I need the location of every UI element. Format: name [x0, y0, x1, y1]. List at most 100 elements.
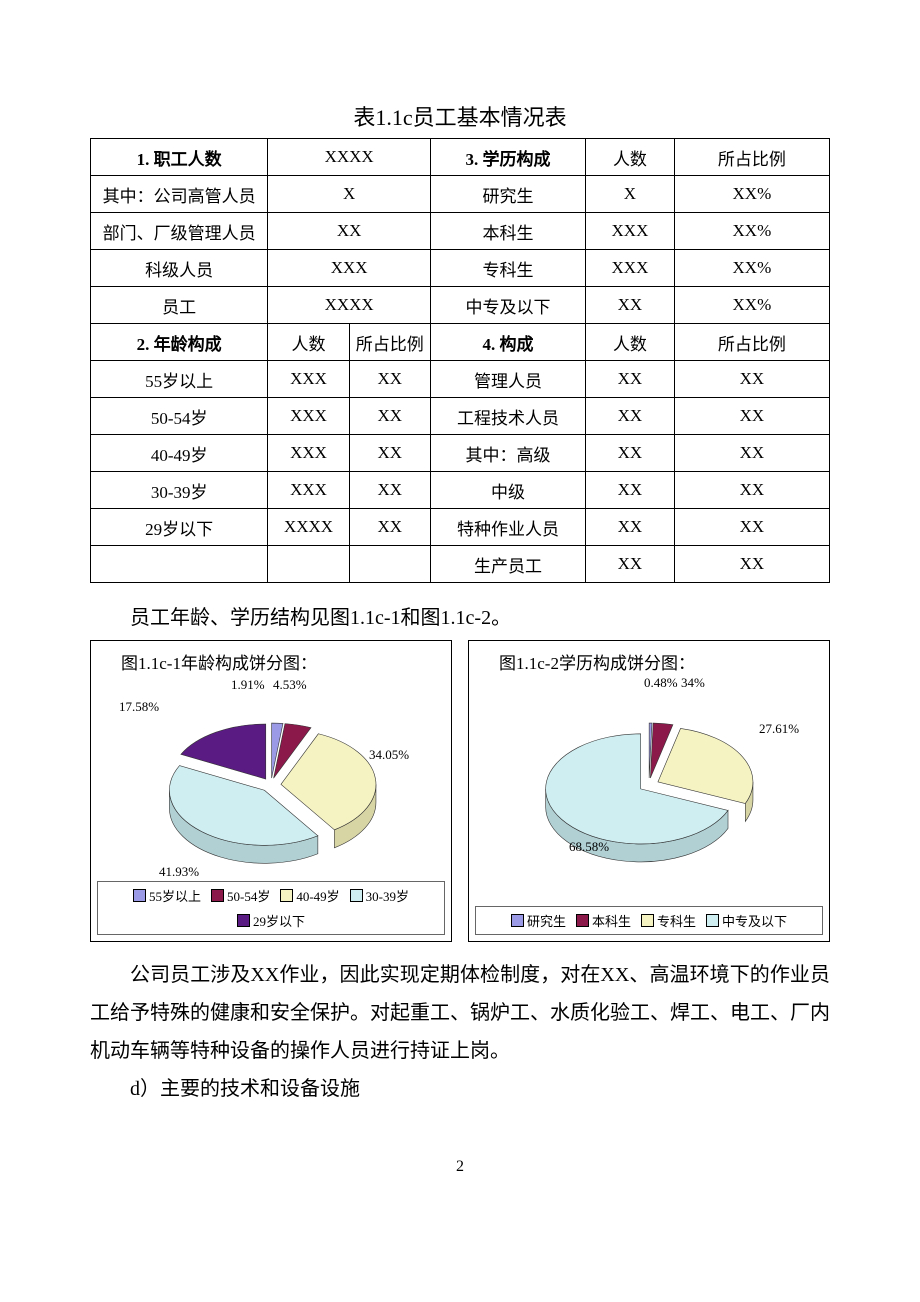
cell: XX: [586, 398, 675, 435]
cell: XX: [586, 435, 675, 472]
cell: 工程技术人员: [430, 398, 585, 435]
table-row: 其中：公司高管人员 X 研究生 X XX%: [91, 176, 830, 213]
swatch: [350, 889, 363, 902]
cell: XXX: [268, 435, 349, 472]
cell: 其中：高级: [430, 435, 585, 472]
pie2-svg: [469, 669, 829, 901]
swatch: [511, 914, 524, 927]
paragraph-2: d）主要的技术和设备设施: [90, 1070, 830, 1108]
cell: XXX: [268, 398, 349, 435]
cell: 生产员工: [430, 546, 585, 583]
chart2-legend: 研究生 本科生 专科生 中专及以下: [475, 906, 823, 935]
cell: 29岁以下: [91, 509, 268, 546]
cell: 专科生: [430, 250, 585, 287]
cell: XXX: [586, 213, 675, 250]
cell: XX%: [674, 176, 829, 213]
cell: XX%: [674, 250, 829, 287]
swatch: [133, 889, 146, 902]
table-row: 55岁以上 XXX XX 管理人员 XX XX: [91, 361, 830, 398]
cell: 3. 学历构成: [430, 139, 585, 176]
cell: 部门、厂级管理人员: [91, 213, 268, 250]
cell: XX: [268, 213, 431, 250]
cell: 科级人员: [91, 250, 268, 287]
table-title: 表1.1c员工基本情况表: [90, 100, 830, 132]
swatch: [237, 914, 250, 927]
cell: X: [586, 176, 675, 213]
cell: 50-54岁: [91, 398, 268, 435]
cell: [268, 546, 349, 583]
legend-label: 专科生: [657, 911, 696, 930]
table-row: 科级人员 XXX 专科生 XXX XX%: [91, 250, 830, 287]
legend-label: 29岁以下: [253, 911, 305, 930]
pct-label: 0.48%: [644, 675, 678, 691]
table-row: 2. 年龄构成 人数 所占比例 4. 构成 人数 所占比例: [91, 324, 830, 361]
cell: 研究生: [430, 176, 585, 213]
cell: XX: [674, 546, 829, 583]
table-row: 30-39岁 XXX XX 中级 XX XX: [91, 472, 830, 509]
cell: 员工: [91, 287, 268, 324]
swatch: [706, 914, 719, 927]
cell: 其中：公司高管人员: [91, 176, 268, 213]
pct-label: 17.58%: [119, 699, 159, 715]
cell: XXX: [586, 250, 675, 287]
swatch: [641, 914, 654, 927]
cell: XX: [586, 472, 675, 509]
paragraph-1: 公司员工涉及XX作业，因此实现定期体检制度，对在XX、高温环境下的作业员工给予特…: [90, 956, 830, 1070]
age-pie-chart: 图1.1c-1年龄构成饼分图： 1.91% 4.53% 34.05% 41.93…: [90, 640, 452, 942]
legend-label: 40-49岁: [296, 886, 339, 905]
employee-table: 1. 职工人数 XXXX 3. 学历构成 人数 所占比例 其中：公司高管人员 X…: [90, 138, 830, 583]
cell: XX: [674, 398, 829, 435]
cell: XX: [674, 361, 829, 398]
cell: XX: [586, 361, 675, 398]
cell: 4. 构成: [430, 324, 585, 361]
cell: 所占比例: [674, 324, 829, 361]
cell: 30-39岁: [91, 472, 268, 509]
legend-label: 中专及以下: [722, 911, 787, 930]
cell: XX: [674, 472, 829, 509]
pct-label: 1.91%: [231, 677, 265, 693]
pct-label: 68.58%: [569, 839, 609, 855]
table-row: 1. 职工人数 XXXX 3. 学历构成 人数 所占比例: [91, 139, 830, 176]
pct-label: 41.93%: [159, 864, 199, 880]
cell: XX: [349, 472, 430, 509]
swatch: [576, 914, 589, 927]
cell: XXX: [268, 250, 431, 287]
chart1-legend: 55岁以上 50-54岁 40-49岁 30-39岁 29岁以下: [97, 881, 445, 935]
cell: XX: [674, 509, 829, 546]
swatch: [280, 889, 293, 902]
cell: 人数: [268, 324, 349, 361]
table-row: 50-54岁 XXX XX 工程技术人员 XX XX: [91, 398, 830, 435]
table-row: 部门、厂级管理人员 XX 本科生 XXX XX%: [91, 213, 830, 250]
cell: XX: [586, 509, 675, 546]
cell: 中级: [430, 472, 585, 509]
cell: 1. 职工人数: [91, 139, 268, 176]
page-number: 2: [90, 1158, 830, 1176]
cell: 人数: [586, 139, 675, 176]
cell: XX: [349, 435, 430, 472]
cell: 管理人员: [430, 361, 585, 398]
edu-pie-chart: 图1.1c-2学历构成饼分图： 0.48% 34% 27.61% 68.58% …: [468, 640, 830, 942]
cell: 人数: [586, 324, 675, 361]
legend-label: 50-54岁: [227, 886, 270, 905]
cell: [91, 546, 268, 583]
legend-label: 30-39岁: [366, 886, 409, 905]
cell: XX: [674, 435, 829, 472]
cell: 40-49岁: [91, 435, 268, 472]
pct-label: 27.61%: [759, 721, 799, 737]
legend-label: 研究生: [527, 911, 566, 930]
cell: 本科生: [430, 213, 585, 250]
chart-caption: 员工年龄、学历结构见图1.1c-1和图1.1c-2。: [130, 601, 830, 630]
cell: XXXX: [268, 509, 349, 546]
cell: XX: [349, 509, 430, 546]
cell: XXXX: [268, 139, 431, 176]
cell: XXX: [268, 361, 349, 398]
pct-label: 34.05%: [369, 747, 409, 763]
cell: XX: [586, 287, 675, 324]
table-row: 40-49岁 XXX XX 其中：高级 XX XX: [91, 435, 830, 472]
cell: XX: [349, 398, 430, 435]
legend-label: 55岁以上: [149, 886, 201, 905]
table-row: 29岁以下 XXXX XX 特种作业人员 XX XX: [91, 509, 830, 546]
cell: [349, 546, 430, 583]
cell: X: [268, 176, 431, 213]
table-row: 生产员工 XX XX: [91, 546, 830, 583]
